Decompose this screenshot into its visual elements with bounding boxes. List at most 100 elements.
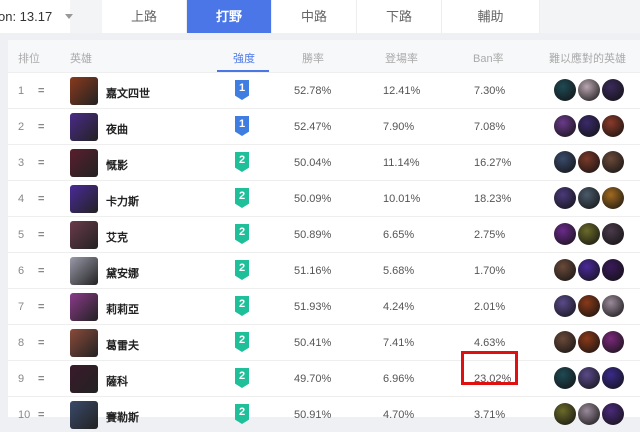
- win-rate: 52.78%: [294, 85, 332, 97]
- hero-portrait[interactable]: [70, 293, 98, 321]
- counter-hero-avatar[interactable]: [578, 79, 600, 101]
- pick-rate: 12.41%: [383, 85, 421, 97]
- col-pick[interactable]: 登場率: [385, 53, 418, 65]
- counter-hero-avatar[interactable]: [578, 223, 600, 245]
- hero-name[interactable]: 賽勒斯: [106, 412, 139, 424]
- counter-hero-avatar[interactable]: [578, 331, 600, 353]
- trend-icon: =: [38, 337, 45, 349]
- counter-hero-avatar[interactable]: [554, 331, 576, 353]
- hero-portrait[interactable]: [70, 221, 98, 249]
- rank: 10: [18, 409, 31, 421]
- tab-mid[interactable]: 中路: [272, 0, 357, 33]
- hero-name[interactable]: 慨影: [106, 160, 128, 172]
- counter-hero-avatar[interactable]: [554, 187, 576, 209]
- ban-rate: 3.71%: [474, 409, 506, 421]
- counter-hero-avatar[interactable]: [602, 295, 624, 317]
- trend-icon: =: [38, 157, 45, 169]
- table-header: 排位 英雄 強度 勝率 登場率 Ban率 難以應對的英雄: [8, 40, 640, 72]
- tab-jungle[interactable]: 打野: [187, 0, 272, 33]
- tab-support[interactable]: 輔助: [442, 0, 540, 33]
- table-row[interactable]: 1 = 嘉文四世 1 52.78% 12.41% 7.30%: [8, 72, 640, 108]
- hero-name[interactable]: 夜曲: [106, 124, 128, 136]
- col-rank[interactable]: 排位: [18, 53, 40, 65]
- counter-hero-avatar[interactable]: [602, 259, 624, 281]
- hero-portrait[interactable]: [70, 365, 98, 393]
- pick-rate: 5.68%: [383, 265, 415, 277]
- tab-bottom[interactable]: 下路: [357, 0, 442, 33]
- table-row[interactable]: 4 = 卡力斯 2 50.09% 10.01% 18.23%: [8, 180, 640, 216]
- hero-portrait[interactable]: [70, 185, 98, 213]
- hero-portrait[interactable]: [70, 329, 98, 357]
- table-row[interactable]: 7 = 莉莉亞 2 51.93% 4.24% 2.01%: [8, 288, 640, 324]
- rank: 7: [18, 301, 25, 313]
- counter-hero-avatar[interactable]: [578, 115, 600, 137]
- table-row[interactable]: 2 = 夜曲 1 52.47% 7.90% 7.08%: [8, 108, 640, 144]
- hero-name[interactable]: 卡力斯: [106, 196, 139, 208]
- counter-hero-avatar[interactable]: [602, 223, 624, 245]
- counter-hero-avatar[interactable]: [554, 367, 576, 389]
- win-rate: 50.04%: [294, 157, 332, 169]
- counter-hero-avatar[interactable]: [602, 331, 624, 353]
- trend-icon: =: [38, 409, 45, 421]
- counter-hero-avatar[interactable]: [602, 115, 624, 137]
- trend-icon: =: [38, 193, 45, 205]
- version-label: on: 13.17: [0, 9, 53, 24]
- rank: 2: [18, 121, 25, 133]
- win-rate: 51.93%: [294, 301, 332, 313]
- pick-rate: 4.70%: [383, 409, 415, 421]
- trend-icon: =: [38, 229, 45, 241]
- counter-hero-avatar[interactable]: [602, 151, 624, 173]
- col-win[interactable]: 勝率: [302, 53, 324, 65]
- counter-hero-avatar[interactable]: [578, 187, 600, 209]
- counter-hero-avatar[interactable]: [578, 295, 600, 317]
- counter-hero-avatar[interactable]: [554, 223, 576, 245]
- win-rate: 50.09%: [294, 193, 332, 205]
- hero-portrait[interactable]: [70, 257, 98, 285]
- hero-portrait[interactable]: [70, 113, 98, 141]
- counter-hero-avatar[interactable]: [578, 259, 600, 281]
- win-rate: 52.47%: [294, 121, 332, 133]
- version-select[interactable]: on: 13.17: [0, 0, 73, 33]
- counter-hero-avatar[interactable]: [554, 151, 576, 173]
- counter-hero-avatar[interactable]: [554, 115, 576, 137]
- tier-table: 排位 英雄 強度 勝率 登場率 Ban率 難以應對的英雄 1 = 嘉文四世 1 …: [8, 40, 640, 429]
- col-strength[interactable]: 強度: [233, 53, 255, 65]
- col-ban[interactable]: Ban率: [473, 53, 504, 65]
- hero-portrait[interactable]: [70, 149, 98, 177]
- counter-hero-avatar[interactable]: [602, 79, 624, 101]
- hero-portrait[interactable]: [70, 77, 98, 105]
- table-row[interactable]: 3 = 慨影 2 50.04% 11.14% 16.27%: [8, 144, 640, 180]
- table-row[interactable]: 9 = 薩科 2 49.70% 6.96% 23.02%: [8, 360, 640, 396]
- tab-top[interactable]: 上路: [102, 0, 187, 33]
- win-rate: 50.41%: [294, 337, 332, 349]
- counter-heroes: [554, 403, 624, 425]
- hero-name[interactable]: 嘉文四世: [106, 88, 150, 100]
- counter-hero-avatar[interactable]: [578, 367, 600, 389]
- counter-hero-avatar[interactable]: [554, 295, 576, 317]
- counter-hero-avatar[interactable]: [578, 151, 600, 173]
- table-row[interactable]: 6 = 黛安娜 2 51.16% 5.68% 1.70%: [8, 252, 640, 288]
- table-row[interactable]: 5 = 艾克 2 50.89% 6.65% 2.75%: [8, 216, 640, 252]
- tier-badge: 2: [235, 260, 249, 280]
- hero-name[interactable]: 黛安娜: [106, 268, 139, 280]
- counter-hero-avatar[interactable]: [554, 403, 576, 425]
- table-row[interactable]: 8 = 葛雷夫 2 50.41% 7.41% 4.63%: [8, 324, 640, 360]
- top-bar: on: 13.17 上路 打野 中路 下路 輔助: [0, 0, 640, 33]
- hero-portrait[interactable]: [70, 401, 98, 429]
- trend-icon: =: [38, 265, 45, 277]
- hero-name[interactable]: 薩科: [106, 376, 128, 388]
- hero-name[interactable]: 莉莉亞: [106, 304, 139, 316]
- chevron-down-icon: [65, 14, 73, 19]
- counter-hero-avatar[interactable]: [578, 403, 600, 425]
- hero-name[interactable]: 艾克: [106, 232, 128, 244]
- hero-name[interactable]: 葛雷夫: [106, 340, 139, 352]
- counter-hero-avatar[interactable]: [602, 187, 624, 209]
- counter-hero-avatar[interactable]: [554, 79, 576, 101]
- pick-rate: 7.41%: [383, 337, 415, 349]
- table-row[interactable]: 10 = 賽勒斯 2 50.91% 4.70% 3.71%: [8, 396, 640, 432]
- counter-heroes: [554, 151, 624, 173]
- ban-rate: 18.23%: [474, 193, 512, 205]
- counter-hero-avatar[interactable]: [602, 367, 624, 389]
- counter-hero-avatar[interactable]: [602, 403, 624, 425]
- counter-hero-avatar[interactable]: [554, 259, 576, 281]
